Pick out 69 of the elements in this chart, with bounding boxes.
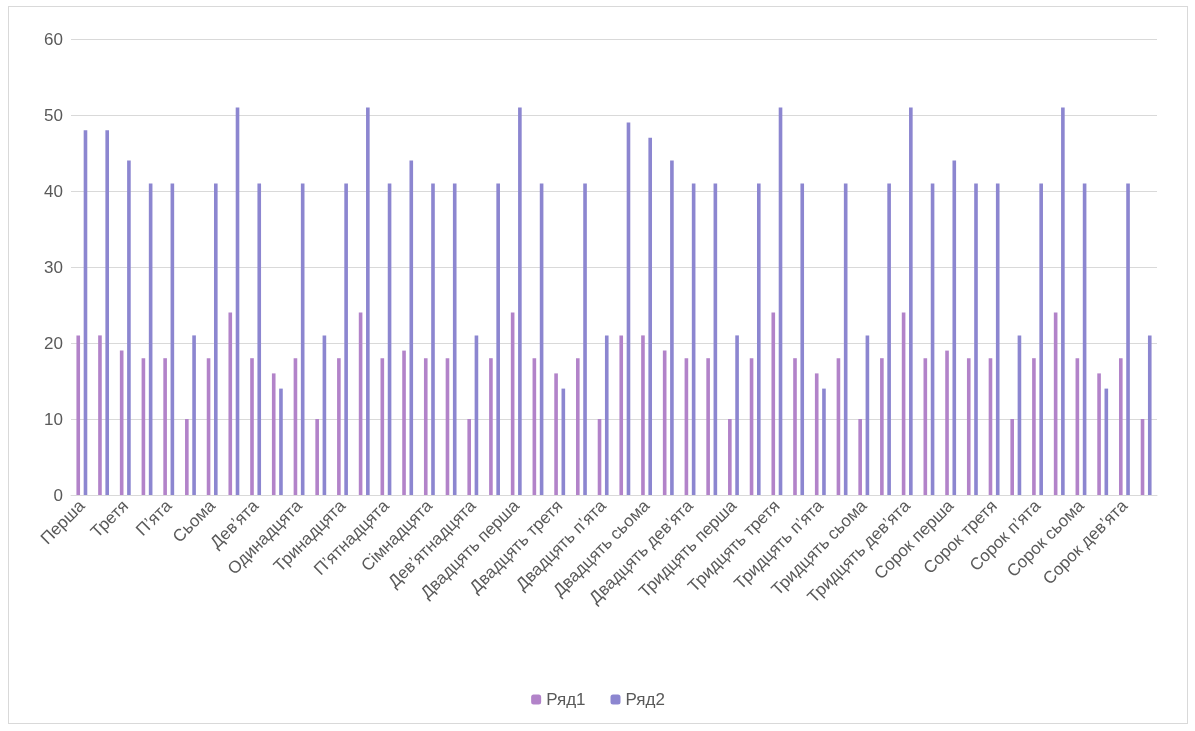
bar bbox=[554, 373, 558, 495]
bar bbox=[604, 335, 609, 495]
bar bbox=[163, 358, 167, 495]
bar bbox=[822, 388, 826, 495]
bar bbox=[127, 160, 131, 495]
bar bbox=[105, 130, 110, 495]
bar bbox=[800, 183, 805, 495]
bar bbox=[728, 419, 732, 495]
bar bbox=[98, 335, 102, 495]
bar bbox=[250, 358, 254, 495]
bar bbox=[409, 160, 414, 495]
bar bbox=[402, 350, 406, 495]
bar bbox=[431, 183, 435, 495]
bar bbox=[423, 358, 428, 495]
bar bbox=[880, 358, 884, 495]
bar bbox=[1039, 183, 1043, 495]
bar bbox=[966, 358, 971, 495]
bar bbox=[185, 419, 189, 495]
bar bbox=[1061, 107, 1065, 495]
y-tick-label: 60 bbox=[44, 29, 63, 49]
bar bbox=[452, 183, 457, 495]
bar bbox=[518, 107, 522, 495]
bar bbox=[648, 137, 653, 495]
bar bbox=[257, 183, 262, 495]
y-tick-label: 20 bbox=[44, 333, 63, 353]
bar bbox=[1010, 419, 1015, 495]
bar bbox=[945, 350, 949, 495]
bar bbox=[496, 183, 500, 495]
bar bbox=[735, 335, 739, 495]
bar bbox=[641, 335, 645, 495]
bar bbox=[76, 335, 81, 495]
y-tick-label: 10 bbox=[44, 409, 63, 429]
bar bbox=[228, 312, 233, 495]
bar bbox=[887, 183, 891, 495]
bar bbox=[1032, 358, 1036, 495]
bar bbox=[619, 335, 624, 495]
bar bbox=[192, 335, 196, 495]
bar bbox=[670, 160, 674, 495]
legend-label: Ряд2 bbox=[625, 690, 665, 709]
bar bbox=[1126, 183, 1130, 495]
y-tick-label: 50 bbox=[44, 105, 63, 125]
bar bbox=[213, 183, 218, 495]
bar bbox=[366, 107, 370, 495]
bar bbox=[467, 419, 472, 495]
bar bbox=[793, 358, 797, 495]
bar bbox=[952, 160, 957, 495]
bar bbox=[315, 419, 319, 495]
bar bbox=[706, 358, 710, 495]
bar bbox=[337, 358, 341, 495]
bar bbox=[583, 183, 587, 495]
bar bbox=[771, 312, 776, 495]
bar bbox=[974, 183, 978, 495]
bar bbox=[756, 183, 761, 495]
y-tick-label: 30 bbox=[44, 257, 63, 277]
bar bbox=[814, 373, 819, 495]
bar bbox=[1147, 335, 1152, 495]
bar bbox=[1118, 358, 1123, 495]
bar bbox=[1097, 373, 1101, 495]
bar bbox=[858, 419, 862, 495]
bar bbox=[489, 358, 493, 495]
bar bbox=[279, 388, 283, 495]
legend-label: Ряд1 bbox=[546, 690, 586, 709]
bar bbox=[271, 373, 276, 495]
bar bbox=[909, 107, 913, 495]
bar bbox=[575, 358, 580, 495]
y-tick-label: 40 bbox=[44, 181, 63, 201]
bar bbox=[995, 183, 1000, 495]
bar bbox=[344, 183, 348, 495]
y-tick-label: 0 bbox=[53, 485, 63, 505]
